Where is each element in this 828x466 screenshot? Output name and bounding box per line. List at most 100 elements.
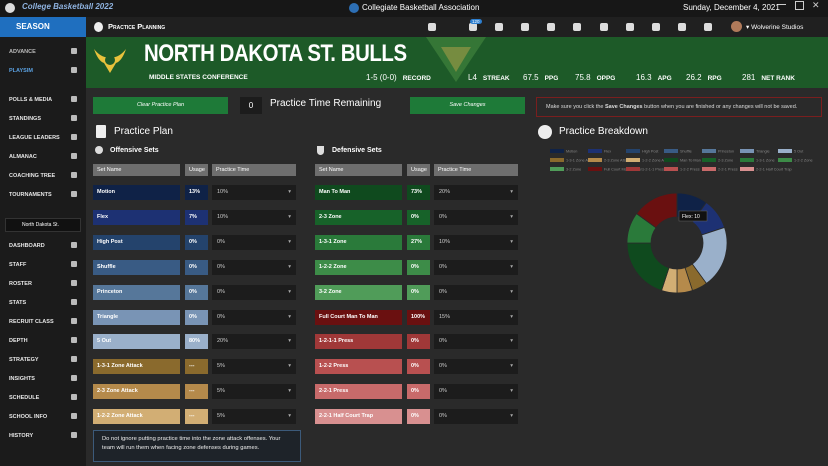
set-name: 2-3 Zone Attack: [93, 384, 180, 400]
nav-item[interactable]: SCHOOL INFO: [9, 413, 77, 420]
nav-item[interactable]: ROSTER: [9, 280, 77, 287]
nav-item[interactable]: DEPTH: [9, 337, 77, 344]
time-select[interactable]: 0%: [212, 284, 296, 300]
nav-item[interactable]: RECRUIT CLASS: [9, 318, 77, 325]
time-select[interactable]: 0%: [212, 234, 296, 250]
legend-swatch: [740, 167, 754, 171]
nav-item[interactable]: STANDINGS: [9, 115, 77, 122]
close[interactable]: ✕: [812, 0, 820, 10]
zone-note: Do not ignore putting practice time into…: [93, 430, 301, 462]
set-usage: 0%: [185, 234, 208, 250]
toolbar-icon[interactable]: [495, 23, 503, 31]
toolbar-icon[interactable]: [704, 23, 712, 31]
toolbar-icon[interactable]: [652, 23, 660, 31]
nav-item[interactable]: STRATEGY: [9, 356, 77, 363]
legend-swatch: [626, 149, 640, 153]
time-select[interactable]: 0%: [434, 409, 518, 425]
time-select[interactable]: 20%: [434, 185, 518, 200]
time-select[interactable]: 0%: [434, 284, 518, 300]
time-select[interactable]: 5%: [212, 409, 296, 425]
legend-label: 2-3 Zone: [718, 159, 733, 163]
nav-item[interactable]: STAFF: [9, 261, 77, 268]
nav-item[interactable]: DASHBOARD: [9, 242, 77, 249]
team-logo: [94, 49, 126, 73]
toolbar-icon[interactable]: [521, 23, 529, 31]
legend-swatch: [550, 158, 564, 162]
set-usage: 0%: [185, 284, 208, 300]
nav-item[interactable]: ALMANAC: [9, 153, 77, 160]
nav-item[interactable]: PLAYSIM: [9, 67, 77, 74]
nav-item[interactable]: HISTORY: [9, 432, 77, 439]
pie-icon: [538, 125, 552, 139]
tooltip-box: [678, 210, 708, 222]
stat-value: 1-5 (0-0): [366, 73, 397, 82]
legend-label: Shuffle: [680, 150, 692, 154]
nav-item[interactable]: INSIGHTS: [9, 375, 77, 382]
column-header: Practice Time: [212, 164, 296, 176]
nav-item[interactable]: SCHEDULE: [9, 394, 77, 401]
page-title: Practice Planning: [108, 22, 166, 31]
team-select[interactable]: North Dakota St.: [5, 218, 81, 232]
time-select[interactable]: 0%: [212, 259, 296, 275]
time-select[interactable]: 0%: [434, 209, 518, 225]
nav-label: SCHEDULE: [9, 395, 40, 401]
pie-slice: [626, 242, 670, 292]
nav-label: HISTORY: [9, 433, 34, 439]
legend-swatch: [778, 149, 792, 153]
set-usage: 73%: [407, 185, 430, 200]
nav-item[interactable]: LEAGUE LEADERS: [9, 134, 77, 141]
set-usage: ---: [185, 384, 208, 400]
save-button[interactable]: Save Changes: [410, 97, 525, 114]
toolbar-icon[interactable]: [547, 23, 555, 31]
nav-item[interactable]: POLLS & MEDIA: [9, 96, 77, 103]
user-name[interactable]: ▾ Wolverine Studios: [746, 24, 804, 31]
time-select[interactable]: 0%: [434, 334, 518, 350]
minimize[interactable]: [778, 4, 786, 5]
toolbar-icon[interactable]: [573, 23, 581, 31]
avatar[interactable]: [731, 21, 742, 32]
nav-item[interactable]: TOURNAMENTS: [9, 191, 77, 198]
stat: 1-5 (0-0) RECORD: [366, 73, 431, 82]
time-select[interactable]: 10%: [212, 185, 296, 200]
set-usage: 0%: [407, 409, 430, 425]
nav-item[interactable]: COACHING TREE: [9, 172, 77, 179]
set-name: 1-3-1 Zone Attack: [93, 359, 180, 375]
time-select[interactable]: 20%: [212, 334, 296, 350]
toolbar-icon[interactable]: [678, 23, 686, 31]
time-select[interactable]: 0%: [212, 309, 296, 325]
nav-icon: [71, 280, 77, 286]
sidebar: ADVANCE PLAYSIM POLLS & MEDIA STANDINGS LEAG…: [0, 37, 86, 466]
time-select[interactable]: 0%: [434, 259, 518, 275]
legend-label: 3-2 Zone: [566, 168, 581, 172]
league-logo: [349, 3, 359, 13]
toolbar-icon[interactable]: [469, 23, 477, 31]
toolbar-icon[interactable]: [428, 23, 436, 31]
nav-item[interactable]: STATS: [9, 299, 77, 306]
time-select[interactable]: 10%: [212, 209, 296, 225]
clear-button[interactable]: Clear Practice Plan: [93, 97, 228, 114]
stat: L4 STREAK: [468, 73, 510, 82]
time-select[interactable]: 0%: [434, 384, 518, 400]
set-usage: 13%: [185, 185, 208, 200]
maximize[interactable]: [795, 1, 804, 10]
season-tab[interactable]: SEASON: [0, 17, 86, 37]
time-select[interactable]: 0%: [434, 359, 518, 375]
column-header: Practice Time: [434, 164, 518, 176]
nav-item[interactable]: ADVANCE: [9, 48, 77, 55]
nav-label: SCHOOL INFO: [9, 414, 48, 420]
set-usage: 0%: [407, 334, 430, 350]
time-select[interactable]: 5%: [212, 384, 296, 400]
set-usage: 0%: [185, 309, 208, 325]
nav-icon: [71, 242, 77, 248]
set-usage: 27%: [407, 234, 430, 250]
time-select[interactable]: 5%: [212, 359, 296, 375]
time-select[interactable]: 15%: [434, 309, 518, 325]
toolbar-icon[interactable]: [626, 23, 634, 31]
stat: 75.8 OPPG: [575, 73, 615, 82]
time-select[interactable]: 10%: [434, 234, 518, 250]
team-banner: North Dakota St. Bulls Middle States Con…: [86, 37, 828, 88]
back-button[interactable]: [5, 3, 15, 13]
toolbar-icon[interactable]: [600, 23, 608, 31]
legend-label: 1-2-2 Zone: [794, 159, 813, 163]
